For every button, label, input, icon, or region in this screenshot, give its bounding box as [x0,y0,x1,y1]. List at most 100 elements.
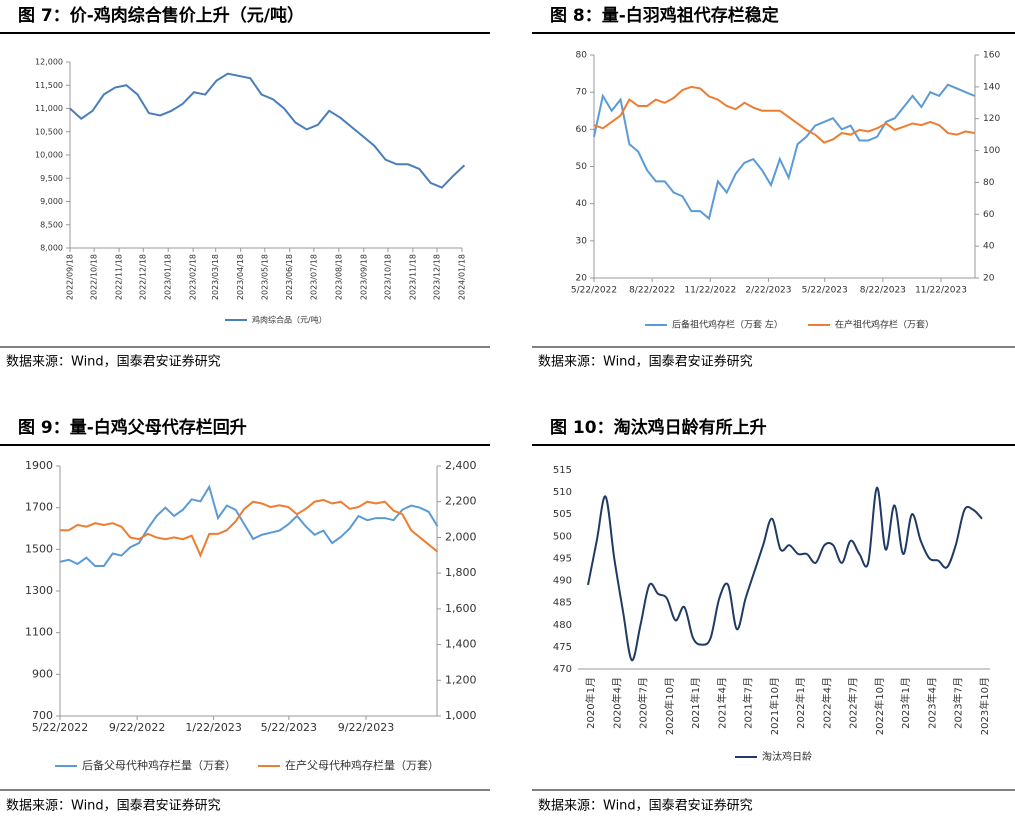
legend-label: 在产祖代鸡存栏（万套） [835,319,934,331]
x-tick-label: 2022/11/18 [115,254,124,300]
y-tick-label: 50 [576,162,588,172]
x-tick-label: 2023/07/18 [309,254,318,300]
x-tick-label: 2022/12/18 [139,254,148,300]
y-tick-label: 8,500 [40,220,63,229]
y2-tick-label: 1,800 [445,566,477,579]
y-tick-label: 11,000 [35,104,63,113]
x-tick-label: 2020年4月 [610,677,623,729]
source: 数据来源：Wind，国泰君安证券研究 [538,798,753,814]
y-tick-label: 700 [32,709,53,722]
x-tick-label: 2022年10月 [873,677,886,735]
y-tick-label: 485 [553,598,572,609]
y2-tick-label: 140 [983,82,1000,92]
y-tick-label: 510 [553,487,572,498]
source: 数据来源：Wind，国泰君安证券研究 [6,354,221,370]
source: 数据来源：Wind，国泰君安证券研究 [538,354,753,370]
x-tick-label: 9/22/2022 [109,721,165,734]
y2-tick-label: 2,200 [445,495,477,508]
y-tick-label: 10,500 [35,127,63,136]
y-tick-label: 475 [553,642,572,653]
y-tick-label: 1700 [25,501,53,514]
x-tick-label: 2023/09/18 [359,254,368,300]
y2-tick-label: 120 [983,114,1000,124]
y-tick-label: 470 [553,664,572,675]
y2-tick-label: 20 [983,274,995,284]
y-tick-label: 8,000 [40,244,63,253]
x-tick-label: 2023年4月 [925,677,938,729]
x-tick-label: 9/22/2023 [338,721,394,734]
x-tick-label: 2022年1月 [794,677,807,729]
y-tick-label: 480 [553,620,572,631]
y-tick-label: 495 [553,553,572,564]
series-line [60,498,439,558]
x-tick-label: 2023/04/18 [236,254,245,300]
x-tick-label: 2023/10/18 [383,254,392,300]
legend-label: 淘汰鸡日龄 [762,750,812,763]
y-tick-label: 60 [576,125,588,135]
y2-tick-label: 2,000 [445,530,477,543]
y-tick-label: 900 [32,667,53,680]
x-tick-label: 5/22/2022 [571,286,617,296]
x-tick-label: 2023/06/18 [285,254,294,300]
y-tick-label: 9,000 [40,197,63,206]
y-tick-label: 490 [553,576,572,587]
y2-tick-label: 1,600 [445,602,477,615]
x-tick-label: 2020年10月 [663,677,676,735]
series-line [593,85,975,144]
y-tick-label: 515 [553,465,572,476]
legend-label: 鸡肉综合品（元/吨） [252,315,327,325]
x-tick-label: 2021年7月 [742,677,755,729]
x-tick-label: 2021年4月 [715,677,728,729]
x-tick-label: 5/22/2023 [261,721,317,734]
chart-title: 图 7：价-鸡肉综合售价上升（元/吨） [18,5,304,26]
y-tick-label: 70 [576,88,588,98]
x-tick-label: 1/22/2023 [185,721,241,734]
y-tick-label: 1500 [25,542,53,555]
x-tick-label: 2024/01/18 [458,254,467,300]
y2-tick-label: 100 [983,146,1000,156]
y2-tick-label: 1,000 [445,709,477,722]
y-tick-label: 10,000 [35,151,63,160]
chart-title: 图 9：量-白鸡父母代存栏回升 [18,417,247,438]
x-tick-label: 2023/02/18 [189,254,198,300]
x-tick-label: 2023/01/18 [164,254,173,300]
y2-tick-label: 40 [983,242,995,252]
y-tick-label: 9,500 [40,174,63,183]
y-tick-label: 20 [576,274,588,284]
y-tick-label: 1300 [25,584,53,597]
x-tick-label: 5/22/2022 [32,721,88,734]
y-tick-label: 12,000 [35,58,63,67]
y2-tick-label: 160 [983,51,1000,61]
series-line [593,83,975,221]
y2-tick-label: 60 [983,210,995,220]
y-tick-label: 80 [576,51,588,61]
x-tick-label: 2022/09/18 [66,254,75,300]
y-tick-label: 500 [553,531,572,542]
source: 数据来源：Wind，国泰君安证券研究 [6,798,221,814]
x-tick-label: 2023/11/18 [408,254,417,300]
series-line [59,484,439,567]
x-tick-label: 2022年4月 [820,677,833,729]
x-tick-label: 8/22/2023 [860,286,906,296]
x-tick-label: 2020年7月 [637,677,650,729]
x-tick-label: 2023年7月 [952,677,965,729]
y-tick-label: 40 [576,199,588,209]
chart-title: 图 8：量-白羽鸡祖代存栏稳定 [550,5,779,26]
x-tick-label: 2023/08/18 [334,254,343,300]
x-tick-label: 2022/10/18 [90,254,99,300]
legend-label: 在产父母代种鸡存栏量（万套） [285,758,439,772]
series-line [587,486,983,662]
y-tick-label: 1900 [25,459,53,472]
x-tick-label: 2021年10月 [768,677,781,735]
legend-label: 后备祖代鸡存栏（万套 左） [672,319,783,331]
x-tick-label: 2022年7月 [847,677,860,729]
x-tick-label: 2020年1月 [584,677,597,729]
x-tick-label: 2021年1月 [689,677,702,729]
x-tick-label: 11/22/2022 [684,286,736,296]
y-tick-label: 11,500 [35,81,63,90]
x-tick-label: 2/22/2023 [745,286,791,296]
y-tick-label: 30 [576,236,588,246]
y2-tick-label: 1,200 [445,673,477,686]
x-tick-label: 8/22/2022 [629,286,675,296]
